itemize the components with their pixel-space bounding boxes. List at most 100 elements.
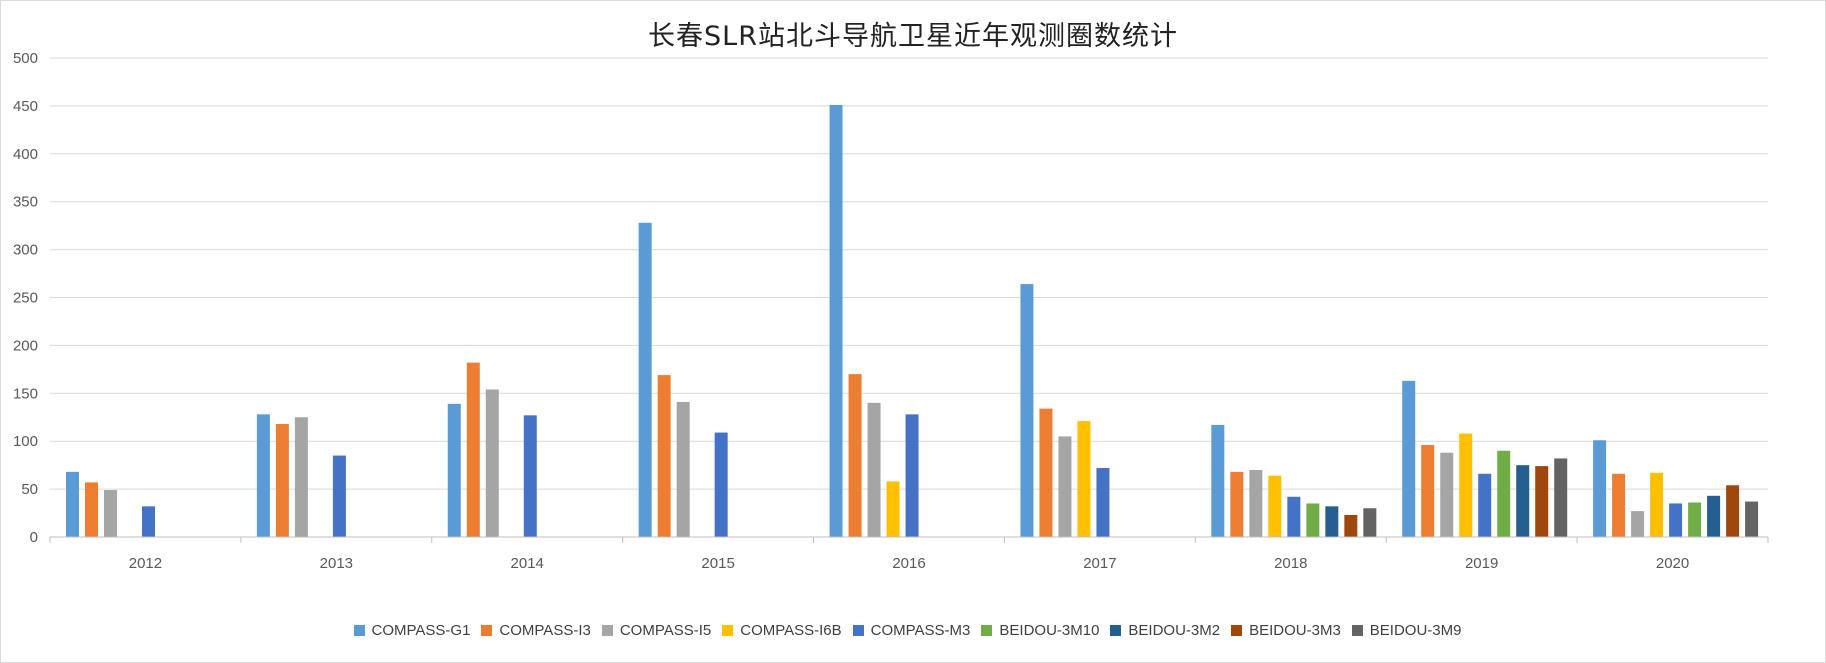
y-tick-label: 150 [13,385,38,402]
bar [523,415,537,537]
y-tick-label: 500 [13,50,38,67]
bar [1306,503,1320,537]
bar [256,414,270,537]
legend-swatch [981,625,993,636]
bar [1325,506,1339,537]
y-tick-label: 250 [13,290,38,307]
bar [676,401,690,537]
bar [1077,421,1091,537]
legend-item: BEIDOU-3M9 [1351,622,1462,639]
bar [848,374,862,537]
y-tick-label: 400 [13,146,38,163]
legend-swatch [1110,625,1122,636]
bar [886,481,900,537]
bars [66,104,1759,537]
bar [1020,284,1034,537]
legend-item: BEIDOU-3M2 [1110,622,1220,639]
x-tick-label: 2020 [1656,555,1689,572]
bar [1344,514,1358,537]
legend-label: BEIDOU-3M3 [1249,622,1341,639]
bar [85,482,98,537]
bar [1631,511,1645,537]
bar [1535,466,1549,537]
x-tick-label: 2019 [1465,555,1498,572]
x-tick-label: 2016 [892,555,925,572]
y-tick-label: 350 [13,194,38,211]
legend: COMPASS-G1 COMPASS-I3 COMPASS-I5 COMPASS-I6… [0,622,1826,639]
x-tick-label: 2012 [129,555,162,572]
legend-swatch [1231,625,1243,636]
bar [1421,445,1435,537]
bar [1096,468,1110,537]
y-tick-label: 450 [13,98,38,115]
chart-title: 长春SLR站北斗导航卫星近年观测圈数统计 [648,21,1178,52]
legend-item: COMPASS-I6B [722,622,842,639]
legend-swatch [722,625,734,636]
bar [1363,508,1377,537]
bar [1402,380,1416,537]
bar [104,490,117,537]
legend-label: COMPASS-I6B [740,622,842,639]
legend-label: BEIDOU-3M9 [1369,622,1462,639]
x-tick-label: 2017 [1083,555,1116,572]
x-tick-label: 2013 [320,555,353,572]
gridlines [50,57,1768,490]
bar [275,423,289,537]
y-tick-label: 300 [13,242,38,259]
bar [1268,475,1282,537]
bar [1707,495,1721,537]
bar [1039,408,1053,537]
legend-item: COMPASS-M3 [852,622,971,639]
legend-label: COMPASS-M3 [870,622,971,639]
bar [142,506,155,537]
bar [294,417,308,537]
bar [1726,485,1740,537]
bar [1211,424,1225,537]
legend-item: COMPASS-I3 [481,622,591,639]
legend-swatch [852,625,864,636]
x-axis [49,536,1769,543]
x-tick-label: 2018 [1274,555,1307,572]
y-tick-label: 0 [30,529,38,546]
legend-label: BEIDOU-3M10 [999,622,1100,639]
bar [657,375,671,537]
bar [829,104,843,537]
x-tick-label: 2015 [701,555,734,572]
bar [1249,469,1263,537]
y-axis-tick-labels: 0 50 100 150 200 250 300 350 400 450 500 [13,50,38,546]
bar [1650,472,1664,537]
y-tick-label: 100 [13,433,38,450]
legend-swatch [353,625,365,636]
bar [638,222,652,537]
bar [867,402,881,537]
bar [1287,496,1301,537]
bar [447,403,461,537]
bar [1554,458,1568,537]
legend-label: COMPASS-G1 [371,622,471,639]
bar [1058,436,1072,537]
y-tick-label: 200 [13,337,38,354]
legend-label: BEIDOU-3M2 [1128,622,1221,639]
legend-swatch [601,625,613,636]
bar [1497,450,1511,537]
bar [1745,501,1759,537]
bar [1669,503,1683,537]
bar [1688,502,1702,537]
bar [1516,465,1530,537]
x-tick-label: 2014 [511,555,544,572]
legend-label: COMPASS-I5 [619,622,712,639]
legend-label: COMPASS-I3 [499,622,591,639]
bar [905,414,919,537]
bar [714,432,728,537]
bar [1478,473,1492,537]
legend-swatch [1351,625,1363,636]
bar [66,471,79,537]
legend-item: COMPASS-I5 [601,622,712,639]
bar [1612,473,1626,537]
bar [1440,452,1454,537]
legend-swatch [481,625,493,636]
bar [485,389,499,537]
legend-item: BEIDOU-3M10 [981,622,1099,639]
